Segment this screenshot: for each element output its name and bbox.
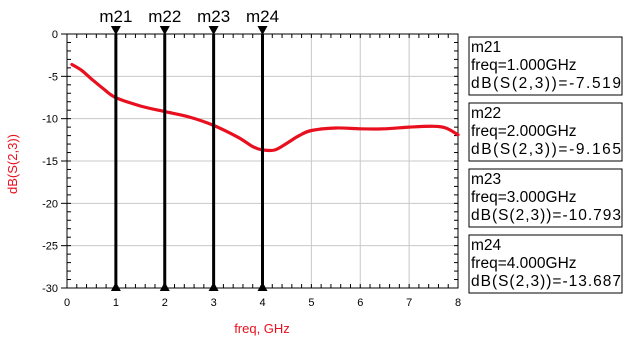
marker-readout-line: dB(S(2,3))=-7.519	[471, 75, 621, 92]
marker-label: m24	[246, 7, 279, 26]
marker-top-triangle	[110, 26, 121, 35]
x-axis-label: freq, GHz	[234, 321, 290, 336]
marker-readout-box	[468, 234, 623, 294]
marker-readout-box	[468, 168, 623, 228]
marker-readout-line: freq=4.000GHz	[471, 255, 577, 272]
marker-readout-boxes: m21freq=1.000GHzdB(S(2,3))=-7.519m22freq…	[468, 36, 623, 294]
y-tick-label: -5	[48, 71, 58, 83]
y-tick-label: -30	[42, 283, 58, 295]
tick-labels: 0 1 2 3 4 5 6 7 8 0 -5 -10 -15 -20 -25 -30	[42, 29, 461, 309]
marker-bottom-triangle	[110, 282, 121, 291]
x-tick-label: 7	[406, 297, 412, 309]
y-axis-label: dB(S(2,3))	[5, 134, 20, 194]
marker-top-triangle	[257, 26, 268, 35]
marker-bottom-triangle	[257, 282, 268, 291]
y-tick-label: -25	[42, 241, 58, 253]
y-tick-label: -10	[42, 114, 58, 126]
marker-readout-line: freq=2.000GHz	[471, 123, 577, 140]
y-tick-label: -15	[42, 156, 58, 168]
x-tick-label: 4	[259, 297, 265, 309]
x-tick-label: 0	[64, 297, 70, 309]
markers: m21 m22 m23 m24	[99, 7, 279, 291]
x-tick-label: 5	[308, 297, 314, 309]
marker-readout-line: m23	[471, 171, 501, 188]
marker-readout-line: dB(S(2,3))=-13.687	[471, 273, 621, 290]
y-tick-label: -20	[42, 198, 58, 210]
x-tick-label: 1	[113, 297, 119, 309]
marker-readout-line: m21	[471, 39, 501, 56]
x-tick-label: 3	[211, 297, 217, 309]
marker-readout-box	[468, 102, 623, 162]
x-tick-label: 2	[162, 297, 168, 309]
x-tick-label: 6	[357, 297, 363, 309]
marker-readout-line: freq=3.000GHz	[471, 189, 577, 206]
y-tick-label: 0	[52, 29, 58, 41]
marker-label: m23	[197, 7, 230, 26]
marker-readout-line: dB(S(2,3))=-10.793	[471, 207, 621, 224]
marker-readout-line: m24	[471, 237, 502, 254]
marker-label: m22	[148, 7, 181, 26]
marker-top-triangle	[159, 26, 170, 35]
marker-bottom-triangle	[159, 282, 170, 291]
marker-bottom-triangle	[208, 282, 219, 291]
marker-readout-line: freq=1.000GHz	[471, 57, 577, 74]
minor-ticks	[61, 33, 459, 289]
x-tick-label: 8	[455, 297, 461, 309]
marker-label: m21	[99, 7, 132, 26]
marker-readout-line: dB(S(2,3))=-9.165	[471, 141, 621, 158]
marker-readout-box	[468, 36, 623, 96]
marker-readout-line: m22	[471, 105, 501, 122]
series-trace-line	[70, 62, 460, 153]
marker-top-triangle	[208, 26, 219, 35]
